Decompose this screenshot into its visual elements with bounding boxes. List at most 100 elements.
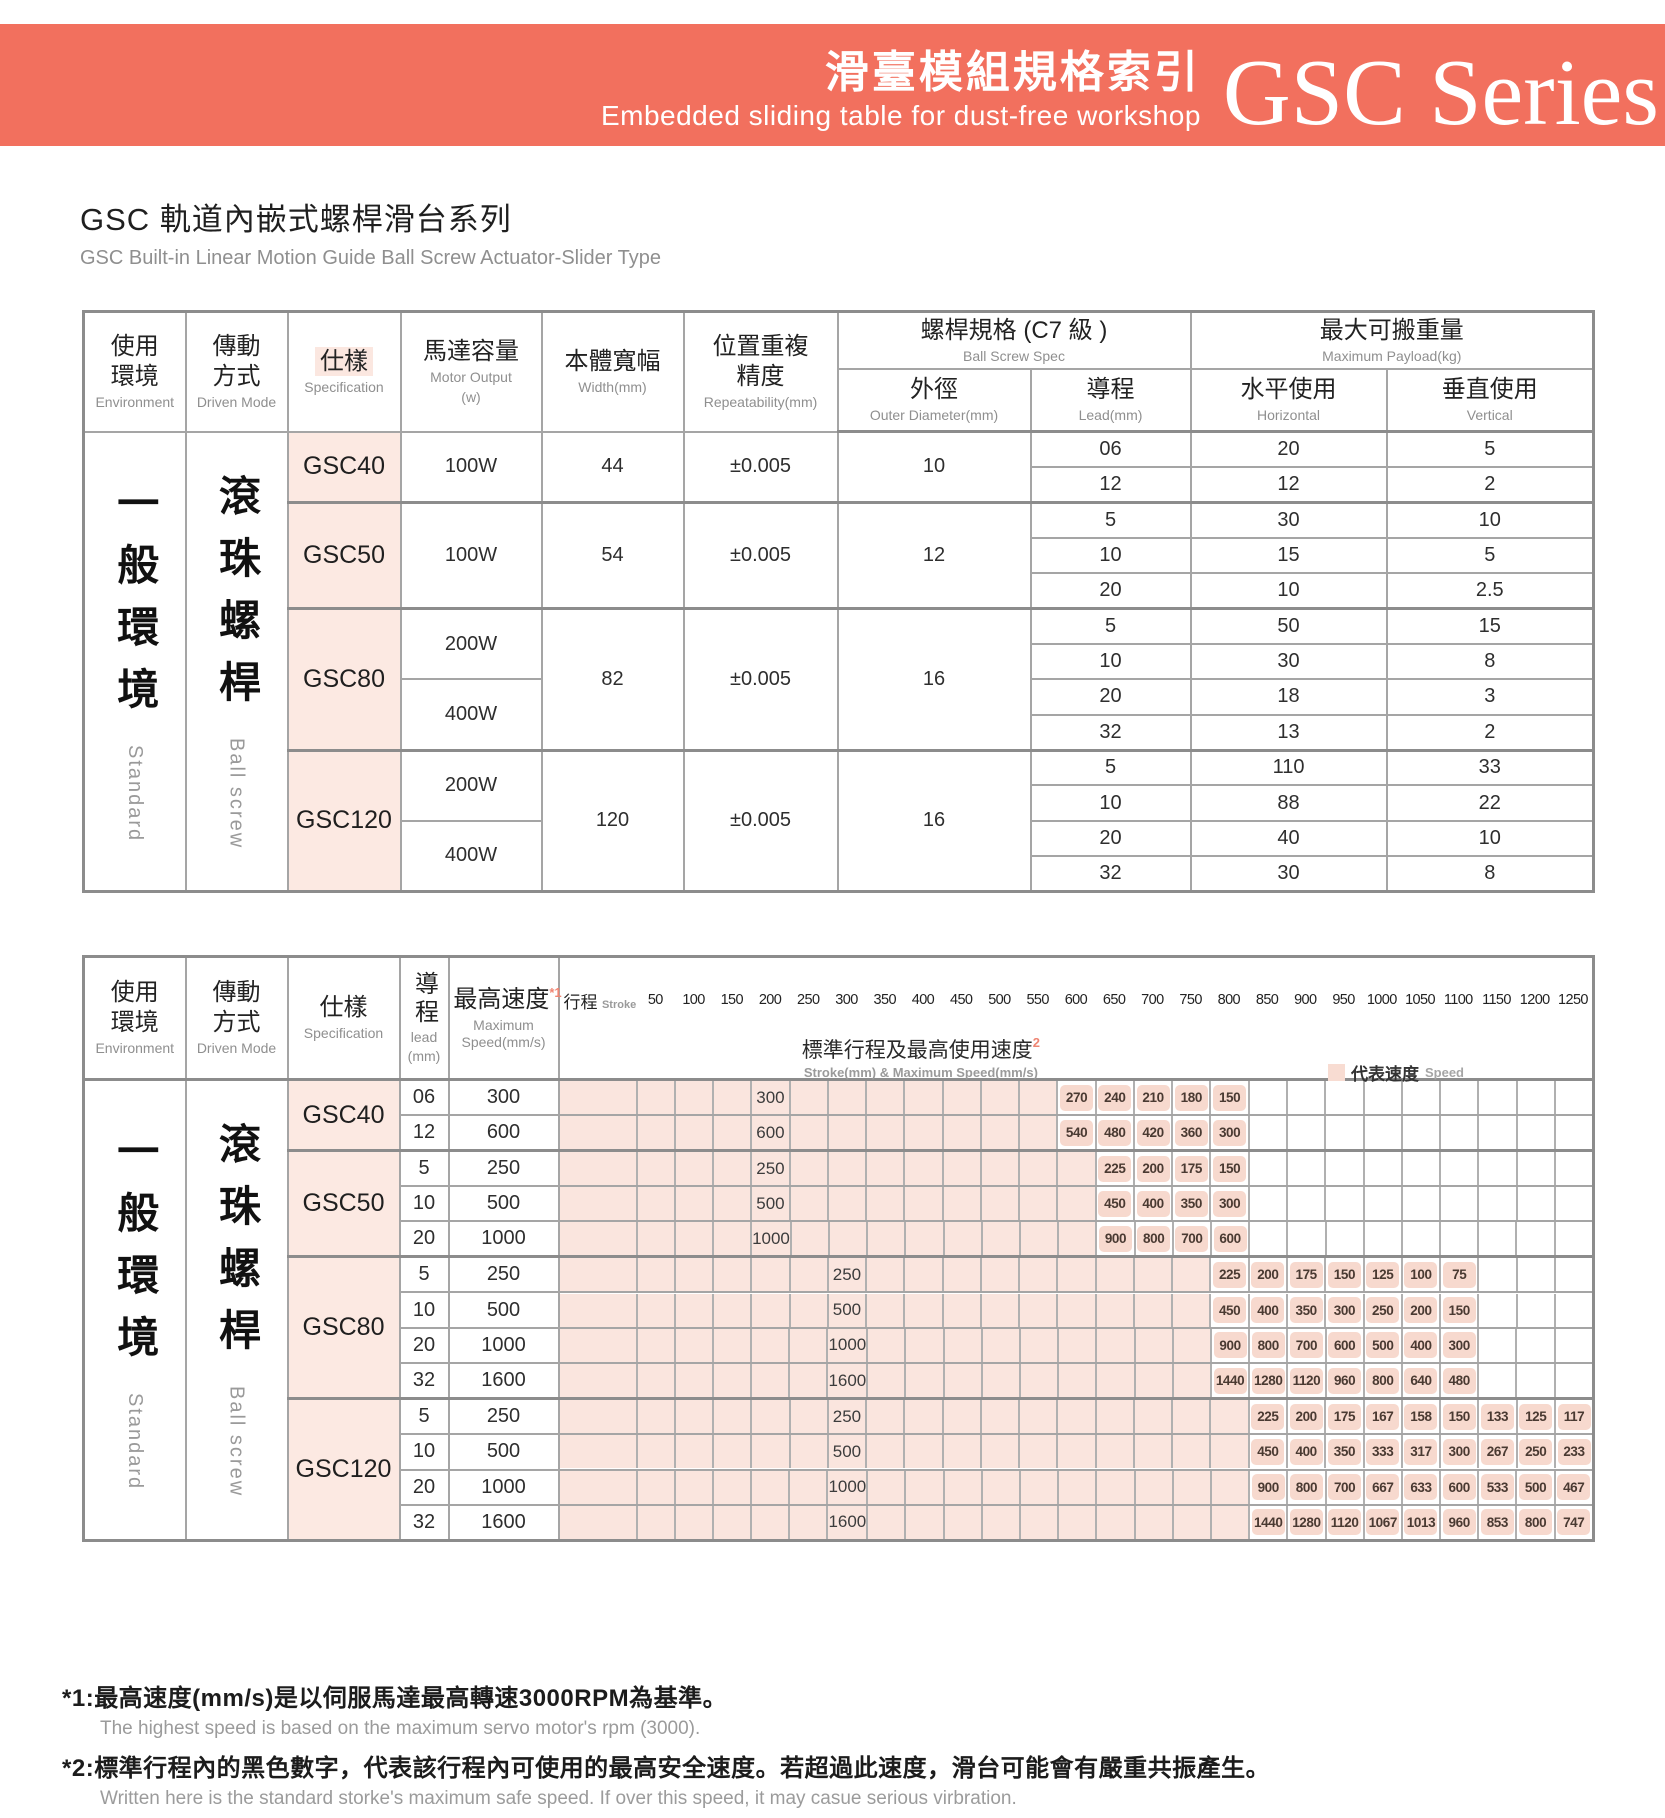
speed-chip: 225: [1251, 1403, 1285, 1430]
stroke-cell: [711, 1470, 751, 1504]
speed-chip: 300: [1442, 1332, 1476, 1359]
outer-diameter-cell: 10: [836, 430, 1032, 504]
model-cell: GSC80: [286, 606, 402, 752]
stroke-cell: [1057, 1364, 1096, 1398]
stroke-cell: 267: [1477, 1435, 1516, 1469]
lead-cell: 10: [398, 1291, 450, 1329]
speed-chip: 400: [1289, 1438, 1323, 1465]
stroke-cell: [673, 1328, 712, 1362]
stroke-cell: [711, 1364, 751, 1398]
environment-cell: 一般環境 Standard: [82, 430, 187, 893]
stroke-cell: [750, 1435, 789, 1469]
stroke-cell: [788, 1258, 827, 1292]
stroke-cell: 200: [1247, 1258, 1287, 1292]
stroke-cell: 117: [1553, 1400, 1593, 1434]
stroke-cell: 100: [1400, 1258, 1440, 1292]
stroke-cell: 500: [826, 1435, 866, 1469]
stroke-cell: [1094, 1435, 1133, 1469]
group-header-max-payload: 最大可搬重量 Maximum Payload(kg): [1189, 310, 1595, 370]
col-header-repeatability: 位置重複精度 Repeatability(mm): [682, 310, 839, 433]
stroke-cell: [673, 1364, 712, 1398]
speed-chip: 360: [1174, 1119, 1208, 1146]
stroke-cell: [750, 1364, 789, 1398]
stroke-cell: 1013: [1400, 1505, 1440, 1539]
stroke-bar-start: [559, 1222, 636, 1256]
stroke-cell: [635, 1400, 674, 1434]
stroke-cell: 640: [1400, 1364, 1440, 1398]
stroke-cell: [712, 1116, 751, 1149]
stroke-cell: [1515, 1187, 1554, 1221]
stroke-cell: [1018, 1187, 1057, 1221]
col-header-motor-output: 馬達容量 Motor Output (w): [399, 310, 543, 433]
stroke-cell: [1018, 1152, 1057, 1185]
stroke-cell: [1056, 1187, 1095, 1221]
lead-cell: 12: [398, 1114, 450, 1152]
speed-chip: 600: [1442, 1474, 1476, 1501]
stroke-cell: 350: [1286, 1293, 1325, 1327]
stroke-cell: 500: [826, 1293, 866, 1327]
speed-chip: 125: [1519, 1403, 1553, 1430]
speed-chip: 167: [1366, 1403, 1400, 1430]
stroke-cell: 225: [1209, 1258, 1248, 1292]
stroke-tick: 50: [647, 992, 664, 1008]
speed-chip: 450: [1251, 1438, 1285, 1465]
stroke-cell: 500: [1515, 1470, 1554, 1504]
stroke-cell: 150: [1324, 1258, 1363, 1292]
stroke-cell: [750, 1328, 789, 1362]
stroke-cell: [1362, 1187, 1401, 1221]
stroke-cell: [1477, 1081, 1516, 1114]
speed-chip: 633: [1404, 1474, 1438, 1501]
stroke-cell: [942, 1470, 981, 1504]
stroke-cell: [865, 1435, 904, 1469]
stroke-tick: 450: [949, 992, 973, 1008]
speed-chip: 600: [1328, 1332, 1362, 1359]
stroke-cell: 800: [1133, 1222, 1172, 1256]
stroke-cell: [1171, 1293, 1210, 1327]
stroke-cell: 1000: [826, 1328, 867, 1362]
stroke-cell: [1400, 1081, 1440, 1114]
stroke-cell: [1247, 1081, 1287, 1114]
stroke-cell: [826, 1116, 866, 1149]
speed-chip: 1440: [1251, 1509, 1285, 1536]
outer-diameter-cell: 16: [836, 748, 1032, 893]
stroke-bar-start: [559, 1364, 636, 1398]
stroke-cell: [979, 1187, 1019, 1221]
repeatability-cell: ±0.005: [682, 606, 839, 752]
stroke-tick: 300: [835, 992, 858, 1008]
stroke-cell: [1132, 1293, 1172, 1327]
stroke-cell: 900: [1209, 1328, 1249, 1362]
stroke-cell: [826, 1152, 866, 1185]
stroke-cell: [1324, 1222, 1363, 1256]
speed-chip: 800: [1289, 1474, 1323, 1501]
stroke-cell: [1286, 1116, 1325, 1149]
speed-chip: 125: [1366, 1261, 1400, 1288]
stroke-cell: 1600: [826, 1505, 867, 1539]
stroke-cell: [712, 1152, 751, 1185]
stroke-cell: [1477, 1328, 1516, 1362]
speed-chip: 1013: [1404, 1509, 1438, 1536]
speed-chip: 1067: [1366, 1509, 1400, 1536]
stroke-cell: 317: [1400, 1435, 1440, 1469]
stroke-cell: [903, 1152, 942, 1185]
stroke-cell: [673, 1435, 713, 1469]
max-speed-label: 250: [832, 1264, 862, 1284]
speed-chip: 420: [1136, 1119, 1170, 1146]
col-header-max-speed: 最高速度*1 Maximum Speed(mm/s): [447, 955, 562, 1081]
stroke-cell: [1056, 1152, 1095, 1185]
lead-cell: 5: [398, 1397, 450, 1436]
stroke-cell: [903, 1116, 942, 1149]
stroke-cell: [904, 1505, 943, 1539]
stroke-cell: [942, 1505, 981, 1539]
stroke-bar-start: [559, 1505, 636, 1539]
lead-cell: 32: [1029, 713, 1192, 752]
motor-output-cell: 400W: [399, 819, 543, 893]
stroke-cell: [1018, 1293, 1057, 1327]
stroke-cell: [1553, 1152, 1593, 1185]
stroke-cell: 250: [1515, 1435, 1554, 1469]
stroke-tick: 1100: [1443, 992, 1473, 1008]
stroke-cell: 300: [1209, 1116, 1248, 1149]
max-speed-label: 500: [832, 1300, 862, 1320]
stroke-cell: [941, 1435, 980, 1469]
stroke-cell: [635, 1116, 674, 1149]
stroke-cell: [979, 1293, 1019, 1327]
